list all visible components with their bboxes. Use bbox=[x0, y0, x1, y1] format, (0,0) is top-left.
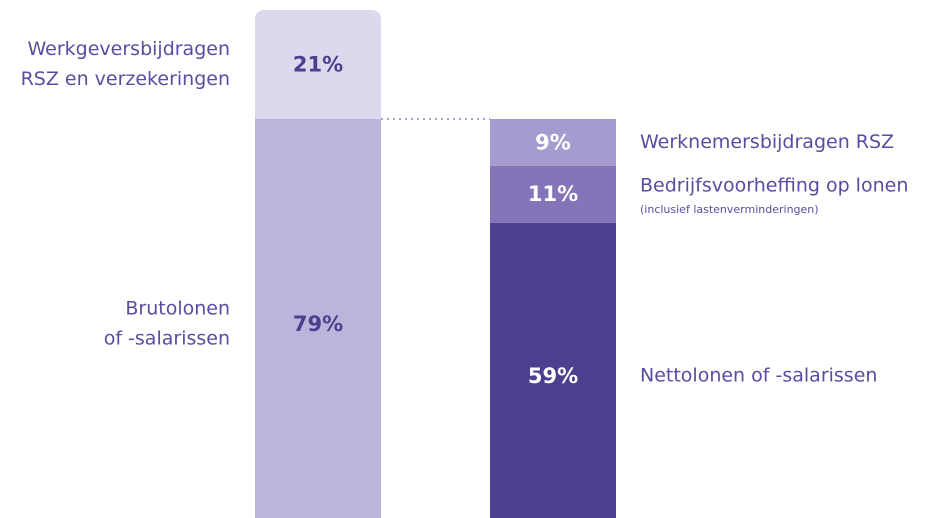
segment-label: Werknemersbijdragen RSZ bbox=[640, 131, 894, 153]
value-label: 79% bbox=[293, 312, 343, 336]
segment-label: Bedrijfsvoorheffing op lonen bbox=[640, 175, 908, 197]
value-label: 59% bbox=[528, 364, 578, 388]
bar-segment bbox=[255, 118, 381, 518]
value-label: 11% bbox=[528, 182, 578, 206]
segment-label: RSZ en verzekeringen bbox=[21, 68, 230, 90]
value-label: 9% bbox=[535, 130, 571, 154]
segment-label: Nettolonen of -salarissen bbox=[640, 364, 877, 386]
bar-segment bbox=[490, 165, 616, 223]
segment-label: Werkgeversbijdragen bbox=[28, 38, 231, 60]
segment-note: (inclusief lastenverminderingen) bbox=[640, 203, 819, 216]
segment-label: Brutolonen bbox=[125, 297, 230, 319]
bar-segment bbox=[255, 10, 381, 119]
bar-segment bbox=[490, 222, 616, 518]
value-label: 21% bbox=[293, 52, 343, 76]
bar-segment bbox=[490, 118, 616, 166]
segment-label: of -salarissen bbox=[104, 327, 230, 349]
